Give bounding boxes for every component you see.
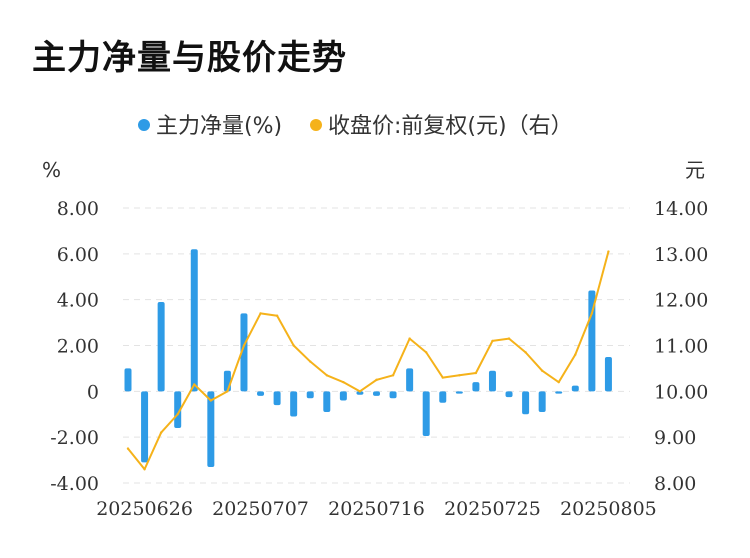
bar[interactable] — [174, 391, 182, 428]
bar[interactable] — [290, 391, 298, 417]
line-point — [358, 390, 362, 393]
bar[interactable] — [356, 391, 364, 395]
bar[interactable] — [538, 391, 546, 412]
line-point — [458, 374, 461, 377]
left-axis-unit: % — [42, 158, 61, 182]
bar[interactable] — [273, 391, 281, 406]
bar[interactable] — [373, 391, 380, 396]
bar[interactable] — [406, 368, 414, 392]
bar[interactable] — [207, 391, 215, 467]
right-tick-label: 13.00 — [654, 244, 708, 266]
bar[interactable] — [306, 391, 314, 399]
bar[interactable] — [522, 391, 530, 415]
right-axis-ticks: 14.00 13.00 12.00 11.00 10.00 9.00 8.00 — [654, 198, 708, 495]
line-point — [540, 369, 544, 372]
left-axis-ticks: 8.00 6.00 4.00 2.00 0 -2.00 -4.00 — [50, 198, 99, 495]
line-point — [375, 378, 378, 382]
left-tick-label: -2.00 — [50, 427, 99, 449]
line-point — [292, 344, 295, 347]
line-point — [425, 351, 428, 354]
bar[interactable] — [488, 370, 496, 392]
right-tick-label: 10.00 — [654, 381, 708, 403]
legend-marker-line — [310, 119, 322, 131]
bar[interactable] — [323, 391, 331, 412]
grid-lines — [123, 207, 630, 484]
bar[interactable] — [389, 391, 397, 399]
line-point — [507, 337, 511, 340]
line-point — [491, 339, 494, 343]
line-point — [143, 468, 146, 471]
line-point — [474, 371, 478, 375]
bar[interactable] — [505, 391, 513, 398]
right-axis-unit: 元 — [685, 158, 705, 182]
left-tick-label: 0 — [87, 381, 99, 403]
right-tick-label: 14.00 — [654, 198, 708, 220]
bar[interactable] — [555, 391, 563, 394]
bar[interactable] — [422, 391, 430, 437]
line-point — [557, 380, 560, 384]
line-point — [259, 312, 262, 315]
line-point — [391, 374, 395, 377]
left-tick-label: 2.00 — [57, 336, 99, 358]
x-tick-label: 20250725 — [444, 498, 541, 520]
x-tick-label: 20250716 — [328, 498, 425, 520]
bar[interactable] — [339, 391, 347, 401]
legend-marker-bar — [138, 119, 150, 131]
left-tick-label: -4.00 — [50, 473, 99, 495]
bar[interactable] — [257, 391, 265, 396]
line-point — [242, 344, 246, 347]
line-point — [193, 383, 196, 386]
bar[interactable] — [455, 391, 463, 394]
line-point — [441, 376, 444, 379]
line-point — [524, 351, 527, 354]
right-tick-label: 8.00 — [654, 473, 696, 495]
legend-label-bar: 主力净量(%) — [156, 114, 282, 139]
line-point — [275, 314, 279, 317]
left-tick-label: 6.00 — [57, 244, 99, 266]
price-line[interactable] — [127, 251, 610, 471]
bar[interactable] — [472, 382, 480, 392]
bar-series[interactable] — [124, 249, 612, 467]
line-point — [342, 380, 345, 384]
bar[interactable] — [124, 368, 132, 392]
bar[interactable] — [223, 370, 231, 392]
x-axis-ticks: 20250626 20250707 20250716 20250725 20250805 — [96, 498, 657, 520]
line-point — [126, 447, 130, 450]
right-tick-label: 9.00 — [654, 427, 696, 449]
bar[interactable] — [571, 385, 579, 392]
chart-title: 主力净量与股价走势 — [32, 38, 347, 78]
x-tick-label: 20250707 — [212, 498, 309, 520]
line-point — [159, 431, 163, 434]
line-point — [226, 390, 229, 393]
x-tick-label: 20250626 — [96, 498, 193, 520]
legend[interactable]: 主力净量(%) 收盘价:前复权(元)（右） — [138, 114, 573, 139]
line-series[interactable] — [126, 250, 610, 471]
line-point — [209, 399, 213, 402]
bar[interactable] — [190, 249, 198, 392]
legend-label-line: 收盘价:前复权(元)（右） — [328, 114, 573, 139]
bar[interactable] — [141, 391, 149, 463]
right-tick-label: 12.00 — [654, 290, 708, 312]
line-point — [176, 413, 179, 416]
right-tick-label: 11.00 — [654, 336, 708, 358]
bar[interactable] — [439, 391, 447, 403]
line-point — [590, 312, 594, 315]
line-point — [325, 374, 328, 377]
line-point — [574, 353, 577, 356]
left-tick-label: 8.00 — [57, 198, 99, 220]
bar[interactable] — [157, 301, 165, 392]
line-point — [309, 360, 312, 363]
bar[interactable] — [240, 313, 248, 392]
line-point — [607, 250, 610, 253]
line-point — [408, 337, 411, 340]
x-tick-label: 20250805 — [560, 498, 657, 520]
bar[interactable] — [604, 356, 612, 392]
left-tick-label: 4.00 — [57, 290, 99, 312]
